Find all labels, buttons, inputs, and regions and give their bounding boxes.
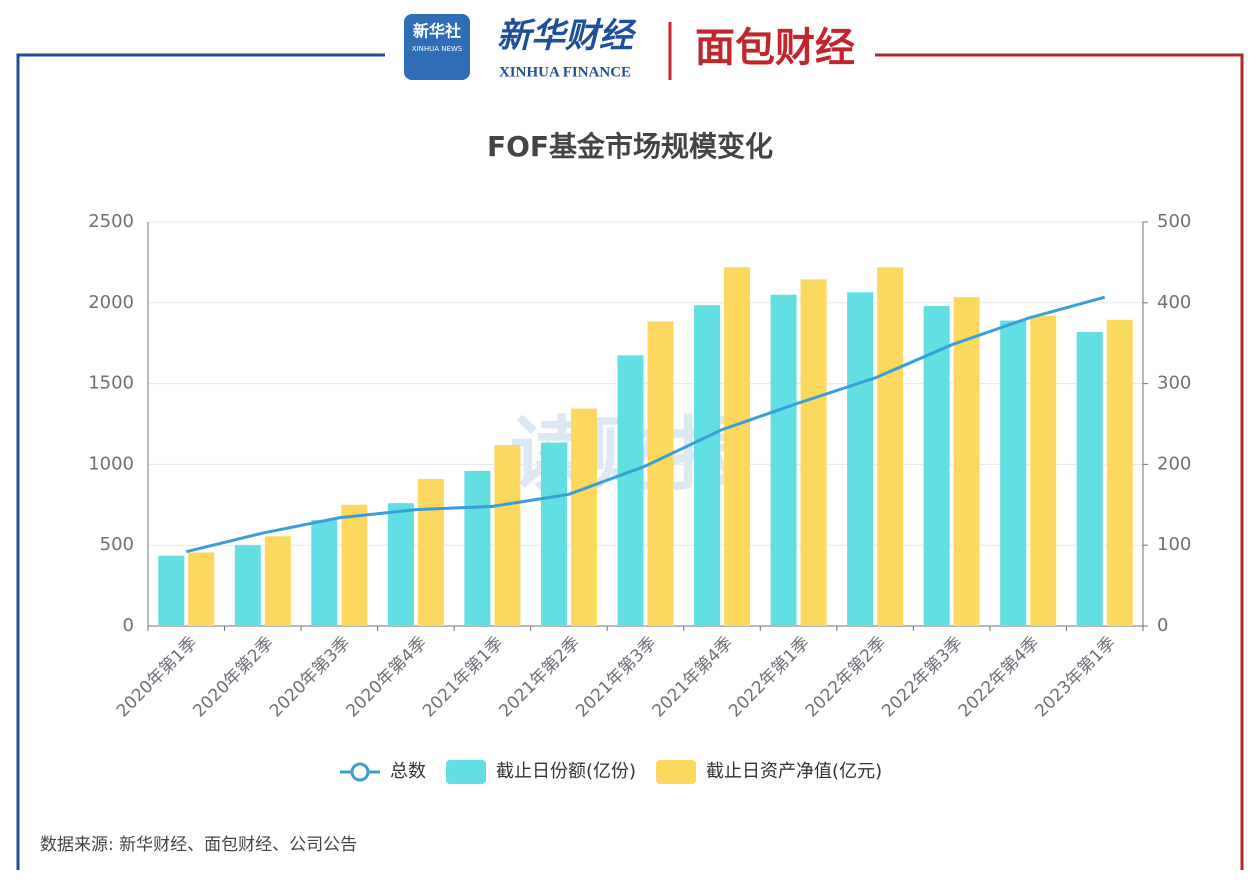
source-note: 数据来源: 新华财经、面包财经、公司公告 bbox=[40, 835, 357, 855]
bar bbox=[158, 555, 185, 626]
x-tick-label: 2020年第2季 bbox=[189, 633, 277, 721]
legend-label: 截止日资产净值(亿元) bbox=[706, 761, 882, 782]
bar bbox=[724, 267, 751, 626]
x-tick-label: 2022年第4季 bbox=[955, 633, 1043, 721]
bar bbox=[847, 292, 874, 626]
bar bbox=[647, 321, 674, 626]
bar bbox=[494, 445, 521, 626]
xinhua-logo-box bbox=[404, 14, 470, 80]
xinhua-logo-en: XINHUA NEWS bbox=[412, 45, 463, 53]
legend-label: 总数 bbox=[390, 761, 426, 782]
x-tick-label: 2022年第1季 bbox=[725, 633, 813, 721]
frame bbox=[16, 53, 1244, 872]
bar bbox=[234, 545, 261, 626]
finance-logo: 新华财经 bbox=[497, 16, 637, 56]
bar bbox=[1076, 331, 1103, 626]
bar bbox=[387, 503, 414, 626]
x-tick-label: 2020年第1季 bbox=[113, 633, 201, 721]
y2-tick-label: 300 bbox=[1157, 373, 1191, 394]
bar bbox=[540, 442, 567, 626]
line bbox=[185, 295, 1106, 554]
x-tick-label: 2022年第3季 bbox=[878, 633, 966, 721]
bar bbox=[617, 355, 644, 626]
legend-swatch bbox=[446, 760, 486, 784]
x-tick-label: 2022年第2季 bbox=[802, 633, 890, 721]
bar bbox=[770, 294, 797, 626]
bar bbox=[1030, 315, 1057, 626]
y2-tick-label: 500 bbox=[1157, 211, 1191, 232]
bar bbox=[1106, 319, 1133, 626]
bar bbox=[694, 305, 721, 626]
header-logos: 新华社 XINHUA NEWS 新华财经 XINHUA FINANCE 面包财经 bbox=[404, 14, 855, 80]
bar bbox=[341, 504, 368, 626]
y-tick-label: 2500 bbox=[88, 211, 134, 232]
bar bbox=[1000, 320, 1027, 626]
bar bbox=[188, 552, 215, 626]
y-tick-label: 0 bbox=[123, 615, 134, 636]
x-tick-label: 2021年第3季 bbox=[572, 633, 660, 721]
y2-tick-label: 200 bbox=[1157, 453, 1191, 474]
bread-logo: 面包财经 bbox=[695, 25, 855, 71]
legend-swatch bbox=[656, 760, 697, 784]
finance-logo-en: XINHUA FINANCE bbox=[499, 64, 631, 80]
legend-label: 截止日份额(亿份) bbox=[496, 761, 636, 782]
bar bbox=[464, 470, 491, 626]
x-tick-label: 2020年第3季 bbox=[266, 633, 354, 721]
y2-tick-label: 400 bbox=[1157, 292, 1191, 313]
bar bbox=[953, 297, 980, 626]
bar bbox=[570, 408, 597, 626]
xinhua-logo: 新华社 bbox=[413, 22, 461, 41]
y2-tick-label: 100 bbox=[1157, 534, 1191, 555]
chart-title: FOF基金市场规模变化 bbox=[487, 130, 773, 163]
bar bbox=[417, 478, 444, 626]
y-tick-label: 500 bbox=[100, 534, 134, 555]
bar bbox=[311, 520, 338, 626]
bar bbox=[877, 267, 904, 626]
legend-marker bbox=[350, 762, 370, 782]
bar bbox=[800, 279, 827, 626]
y-tick-label: 1000 bbox=[88, 453, 134, 474]
x-tick-label: 2021年第1季 bbox=[419, 633, 507, 721]
bar bbox=[923, 306, 950, 626]
x-tick-label: 2021年第4季 bbox=[649, 633, 737, 721]
x-tick-label: 2020年第4季 bbox=[343, 633, 431, 721]
y-tick-label: 2000 bbox=[88, 292, 134, 313]
y2-tick-label: 0 bbox=[1157, 615, 1168, 636]
x-tick-label: 2023年第1季 bbox=[1031, 633, 1119, 721]
bar bbox=[264, 536, 291, 626]
y-tick-label: 1500 bbox=[88, 373, 134, 394]
x-tick-label: 2021年第2季 bbox=[496, 633, 584, 721]
